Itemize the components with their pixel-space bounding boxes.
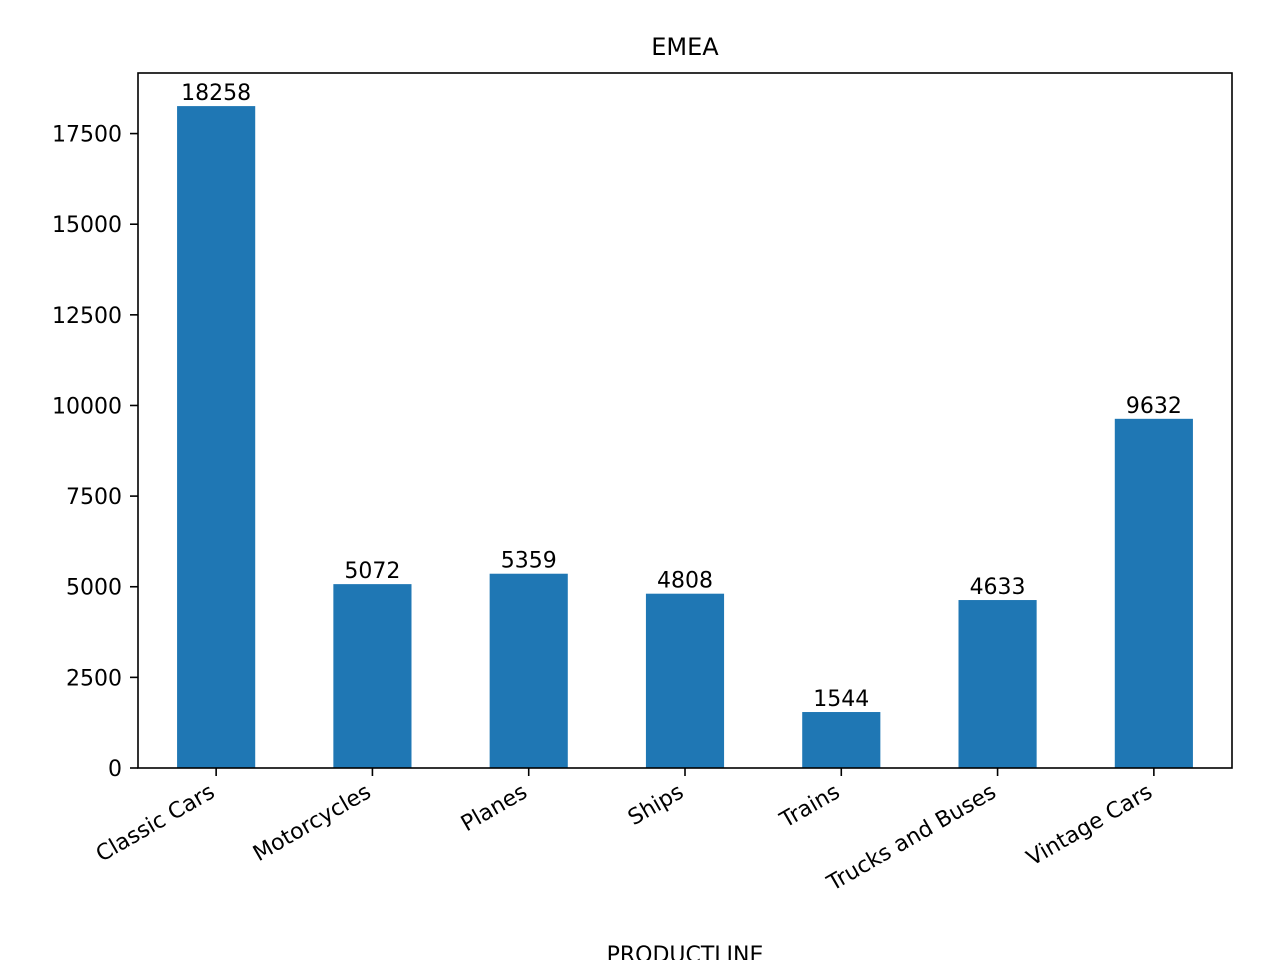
y-tick-label: 12500 bbox=[52, 304, 122, 329]
x-tick-label: Planes bbox=[457, 780, 532, 838]
x-tick-label: Motorcycles bbox=[249, 780, 375, 867]
bar-value-label: 18258 bbox=[181, 81, 251, 106]
plot-frame bbox=[137, 72, 1233, 769]
x-tick-label: Trains bbox=[775, 780, 844, 834]
bar bbox=[802, 712, 881, 768]
y-tick-label: 0 bbox=[108, 757, 122, 782]
bar-value-label: 4808 bbox=[657, 569, 713, 594]
bar bbox=[1114, 418, 1193, 768]
x-tick-label: Ships bbox=[624, 780, 688, 831]
y-tick-label: 7500 bbox=[66, 485, 122, 510]
bar bbox=[958, 600, 1037, 768]
bar-value-label: 1544 bbox=[813, 687, 869, 712]
y-axis: 0 2500 5000 7500 10000 12500 15000 17500 bbox=[52, 123, 138, 782]
y-tick-label: 17500 bbox=[52, 123, 122, 148]
bars: 18258 5072 5359 4808 1544 4633 9632 bbox=[177, 81, 1193, 768]
bar-value-label: 4633 bbox=[970, 575, 1026, 600]
x-tick-label: Trucks and Buses bbox=[822, 780, 1000, 897]
y-tick-label: 5000 bbox=[66, 576, 122, 601]
chart-title: EMEA bbox=[651, 33, 719, 61]
bar-value-label: 5072 bbox=[344, 559, 400, 584]
x-tick-label: Classic Cars bbox=[92, 780, 219, 868]
y-tick-label: 2500 bbox=[66, 666, 122, 691]
y-tick-label: 10000 bbox=[52, 394, 122, 419]
y-tick-label: 15000 bbox=[52, 213, 122, 238]
x-axis: Classic Cars Motorcycles Planes Ships Trains… bbox=[92, 768, 1157, 897]
bar bbox=[177, 106, 256, 768]
bar-value-label: 5359 bbox=[501, 549, 557, 574]
bar bbox=[333, 584, 412, 768]
bar bbox=[645, 593, 725, 768]
bar bbox=[489, 573, 568, 768]
x-tick-label: Vintage Cars bbox=[1023, 780, 1157, 872]
bar-value-label: 9632 bbox=[1126, 394, 1182, 419]
x-axis-label: PRODUCTLINE bbox=[607, 943, 764, 960]
